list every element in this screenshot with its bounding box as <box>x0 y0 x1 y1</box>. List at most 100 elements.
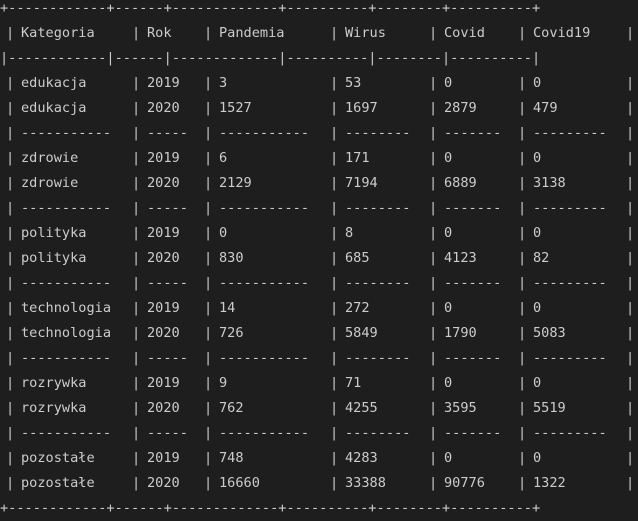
table-cell: 1790 <box>444 325 477 341</box>
column-divider: | <box>429 225 438 241</box>
table-cell: 9 <box>219 375 228 391</box>
table-cell: 16660 <box>219 475 260 491</box>
column-divider: | <box>518 350 527 366</box>
table-cell: 5519 <box>533 400 566 416</box>
column-divider: | <box>6 75 15 91</box>
column-divider: | <box>204 325 213 341</box>
table-cell: edukacja <box>21 100 87 116</box>
table-row: | | | | | | | technologia 2019 14 272 0 0 <box>0 296 638 321</box>
table-row: | | | | | | | pozostałe 2020 16660 33388 90776 1322 <box>0 471 638 496</box>
column-divider: | <box>204 150 213 166</box>
column-divider: | <box>518 100 527 116</box>
table-top-border: +------------+------+-------------+-----… <box>0 0 638 21</box>
column-divider: | <box>626 100 635 116</box>
table-bottom-border: +------------+------+-------------+-----… <box>0 496 638 521</box>
table-cell: 0 <box>444 225 453 241</box>
column-divider: | <box>6 375 15 391</box>
separator-dashes: ------- <box>444 350 502 366</box>
column-header: Rok <box>147 25 172 41</box>
column-divider: | <box>132 350 141 366</box>
table-cell: 8 <box>345 225 354 241</box>
table-cell: 14 <box>219 300 236 316</box>
table-cell: 33388 <box>345 475 386 491</box>
column-divider: | <box>330 400 339 416</box>
table-cell: 0 <box>533 450 542 466</box>
column-divider: | <box>330 275 339 291</box>
table-cell: technologia <box>21 325 112 341</box>
table-row: | | | | | | | rozrywka 2019 9 71 0 0 <box>0 371 638 396</box>
column-divider: | <box>626 75 635 91</box>
separator-dashes: --------- <box>533 275 607 291</box>
separator-dashes: ----------- <box>21 350 112 366</box>
table-cell: 1527 <box>219 100 252 116</box>
table-cell: zdrowie <box>21 175 79 191</box>
column-divider: | <box>626 300 635 316</box>
column-divider: | <box>518 450 527 466</box>
table-cell: 0 <box>533 300 542 316</box>
column-header: Wirus <box>345 25 386 41</box>
column-divider: | <box>204 75 213 91</box>
column-header: Covid <box>444 25 485 41</box>
column-divider: | <box>6 125 15 141</box>
column-divider: | <box>132 100 141 116</box>
column-divider: | <box>204 125 213 141</box>
table-cell: 272 <box>345 300 370 316</box>
separator-dashes: --------- <box>533 200 607 216</box>
table-cell: 0 <box>219 225 228 241</box>
table-cell: 726 <box>219 325 244 341</box>
column-divider: | <box>330 100 339 116</box>
column-divider: | <box>429 175 438 191</box>
column-divider: | <box>626 450 635 466</box>
column-divider: | <box>626 250 635 266</box>
table-cell: 5849 <box>345 325 378 341</box>
table-cell: technologia <box>21 300 112 316</box>
table-cell: 2020 <box>147 100 180 116</box>
column-divider: | <box>518 75 527 91</box>
table-cell: 2020 <box>147 325 180 341</box>
column-divider: | <box>429 300 438 316</box>
column-divider: | <box>518 475 527 491</box>
column-header: Kategoria <box>21 25 95 41</box>
table-cell: edukacja <box>21 75 87 91</box>
column-divider: | <box>204 250 213 266</box>
column-divider: | <box>132 475 141 491</box>
column-divider: | <box>518 325 527 341</box>
table-cell: 0 <box>444 75 453 91</box>
column-divider: | <box>6 175 15 191</box>
table-cell: 6 <box>219 150 228 166</box>
column-divider: | <box>132 425 141 441</box>
table-cell: rozrywka <box>21 400 87 416</box>
column-divider: | <box>132 75 141 91</box>
column-divider: | <box>518 250 527 266</box>
table-row: | | | | | | | polityka 2019 0 8 0 0 <box>0 221 638 246</box>
table-row: | | | | | | | zdrowie 2020 2129 7194 6889 3138 <box>0 171 638 196</box>
column-divider: | <box>330 325 339 341</box>
column-divider: | <box>626 175 635 191</box>
table-cell: 1697 <box>345 100 378 116</box>
table-cell: 4123 <box>444 250 477 266</box>
separator-dashes: -------- <box>345 425 411 441</box>
table-row: | | | | | | | zdrowie 2019 6 171 0 0 <box>0 146 638 171</box>
table-row: | | | | | | | technologia 2020 726 5849 1790 5083 <box>0 321 638 346</box>
table-bottom-border-text: +------------+------+-------------+-----… <box>0 500 541 516</box>
table-row: | | | | | | | polityka 2020 830 685 4123 82 <box>0 246 638 271</box>
column-divider: | <box>6 450 15 466</box>
separator-dashes: ----- <box>147 125 188 141</box>
column-divider: | <box>6 400 15 416</box>
table-cell: 2019 <box>147 450 180 466</box>
table-cell: polityka <box>21 250 87 266</box>
group-separator: | | | | | | | ----------- ----- ----------- ------… <box>0 121 638 146</box>
column-divider: | <box>626 375 635 391</box>
column-divider: | <box>132 325 141 341</box>
table-row: | | | | | | | edukacja 2020 1527 1697 2879 479 <box>0 96 638 121</box>
column-divider: | <box>330 25 339 41</box>
column-divider: | <box>330 375 339 391</box>
table-cell: 2879 <box>444 100 477 116</box>
column-divider: | <box>330 450 339 466</box>
column-divider: | <box>429 350 438 366</box>
column-divider: | <box>518 200 527 216</box>
column-divider: | <box>429 375 438 391</box>
column-divider: | <box>204 350 213 366</box>
separator-dashes: -------- <box>345 350 411 366</box>
column-divider: | <box>330 75 339 91</box>
